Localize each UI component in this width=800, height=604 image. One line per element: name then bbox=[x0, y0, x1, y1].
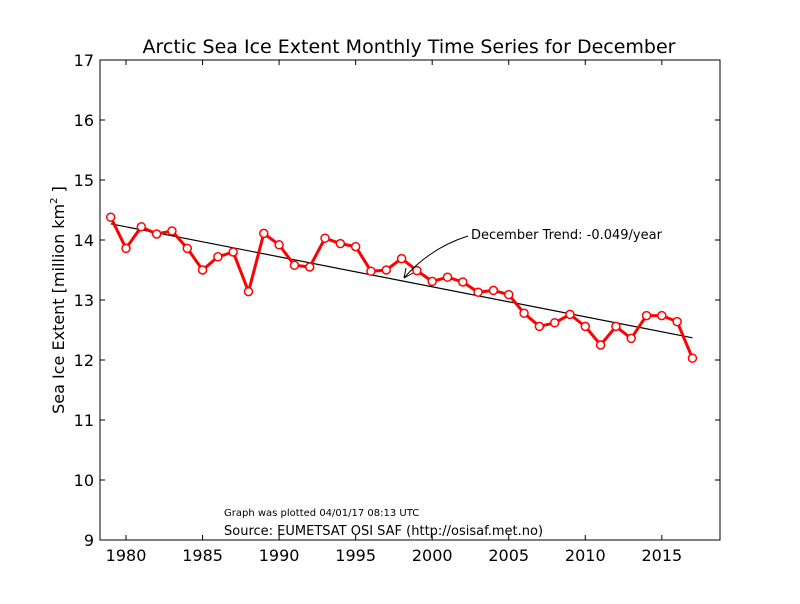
data-point bbox=[396, 253, 407, 264]
data-point bbox=[549, 318, 560, 328]
x-tick-label: 1995 bbox=[335, 546, 376, 565]
data-point bbox=[228, 247, 238, 257]
data-point bbox=[167, 226, 177, 236]
data-point bbox=[304, 262, 315, 272]
data-point bbox=[565, 309, 575, 320]
plotted-note: Graph was plotted 04/01/17 08:13 UTC bbox=[224, 508, 419, 519]
data-series bbox=[105, 212, 698, 363]
data-point bbox=[519, 308, 529, 318]
data-point bbox=[595, 340, 606, 350]
axis-ticks: 1980 1985 1990 1995 2000 2005 2010 2015 9 10 11 12 1… bbox=[74, 51, 720, 565]
data-point bbox=[274, 240, 284, 250]
y-tick-label: 15 bbox=[74, 171, 94, 190]
data-point bbox=[442, 272, 453, 282]
data-point bbox=[335, 238, 346, 249]
data-point bbox=[151, 229, 162, 239]
data-point bbox=[488, 285, 499, 296]
y-tick-label: 16 bbox=[74, 111, 94, 130]
data-point bbox=[121, 243, 131, 254]
trend-line-path bbox=[110, 223, 693, 339]
x-tick-label: 1980 bbox=[106, 546, 147, 565]
y-tick-label: 13 bbox=[74, 291, 94, 310]
data-point bbox=[320, 233, 330, 243]
x-tick-label: 2015 bbox=[641, 546, 682, 565]
data-point bbox=[381, 265, 392, 275]
arrow-head-icon bbox=[403, 267, 414, 279]
data-point bbox=[259, 228, 269, 239]
data-point bbox=[657, 310, 667, 321]
y-tick-label: 12 bbox=[74, 351, 94, 370]
x-tick-label: 1985 bbox=[182, 546, 223, 565]
y-axis-label: Sea Ice Extent [million km2 ] bbox=[49, 186, 68, 414]
data-point bbox=[105, 212, 116, 222]
x-tick-label: 2010 bbox=[565, 546, 606, 565]
data-point bbox=[427, 276, 437, 287]
trend-label: December Trend: -0.049/year bbox=[471, 228, 663, 243]
data-point bbox=[641, 310, 652, 321]
data-point bbox=[672, 316, 682, 327]
data-point bbox=[458, 277, 468, 287]
x-tick-label: 1990 bbox=[259, 546, 300, 565]
data-point bbox=[136, 222, 147, 232]
chart-title: Arctic Sea Ice Extent Monthly Time Serie… bbox=[143, 36, 676, 58]
data-point bbox=[366, 266, 376, 276]
data-point bbox=[611, 321, 621, 332]
y-tick-label: 9 bbox=[84, 531, 94, 550]
data-point bbox=[473, 287, 483, 297]
data-point bbox=[503, 289, 514, 300]
y-tick-label: 11 bbox=[74, 411, 94, 430]
y-tick-label: 17 bbox=[74, 51, 94, 70]
data-point bbox=[626, 333, 636, 344]
y-tick-label: 14 bbox=[74, 231, 94, 250]
data-point bbox=[213, 252, 223, 262]
x-tick-label: 2005 bbox=[488, 546, 529, 565]
source-note: Source: EUMETSAT OSI SAF (http://osisaf.… bbox=[224, 524, 543, 539]
data-point bbox=[289, 260, 300, 270]
data-point bbox=[534, 321, 545, 332]
x-tick-label: 2000 bbox=[412, 546, 453, 565]
data-point bbox=[182, 243, 193, 254]
trend-line bbox=[110, 223, 693, 339]
data-point bbox=[350, 241, 361, 252]
trend-annotation-arrow bbox=[403, 235, 469, 279]
plot-frame bbox=[99, 59, 721, 541]
data-point bbox=[197, 265, 208, 275]
data-point bbox=[580, 321, 591, 332]
data-point bbox=[412, 265, 422, 276]
data-point bbox=[687, 353, 698, 363]
trend-annotation: December Trend: -0.049/year bbox=[403, 228, 663, 279]
data-point bbox=[243, 286, 254, 297]
y-tick-label: 10 bbox=[74, 471, 94, 490]
